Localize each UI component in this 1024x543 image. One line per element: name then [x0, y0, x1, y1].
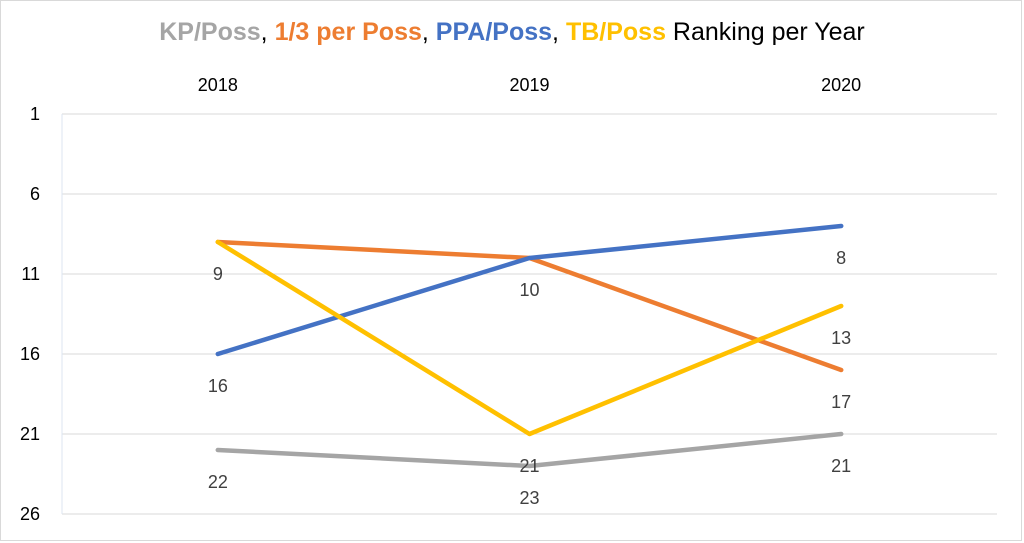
y-tick-label: 26: [20, 504, 40, 524]
y-tick-label: 6: [30, 184, 40, 204]
x-tick-label: 2019: [509, 75, 549, 95]
series-line-2: [215, 239, 844, 373]
y-tick-label: 16: [20, 344, 40, 364]
data-label: 9: [213, 264, 223, 284]
data-label: 16: [208, 376, 228, 396]
chart-title-part: Ranking per Year: [665, 18, 865, 46]
data-label: 22: [208, 472, 228, 492]
x-tick-label: 2018: [198, 75, 238, 95]
data-point: [839, 224, 844, 228]
data-label: 21: [519, 456, 539, 476]
chart-title: KP/Poss, 1/3 per Poss, PPA/Poss, TB/Poss…: [0, 18, 1024, 47]
chart-title-part: ,: [421, 18, 436, 46]
x-tick-label: 2020: [821, 75, 861, 95]
data-point: [527, 464, 532, 468]
chart-title-part: PPA/Poss: [435, 18, 553, 46]
chart-title-part: TB/Poss: [565, 18, 666, 46]
data-label: 17: [831, 392, 851, 412]
data-label: 21: [831, 456, 851, 476]
data-point: [839, 432, 844, 436]
data-point: [839, 368, 844, 372]
data-label: 10: [519, 280, 539, 300]
data-label: 23: [519, 488, 539, 508]
data-point: [527, 256, 532, 260]
chart-title-part: ,: [552, 18, 566, 46]
chart-title-part: 1/3 per Poss: [274, 18, 422, 46]
chart-title-part: KP/Poss: [159, 18, 261, 46]
y-tick-label: 11: [21, 264, 40, 284]
data-label: 8: [836, 248, 846, 268]
data-point: [839, 304, 844, 308]
data-point: [527, 432, 532, 436]
data-point: [215, 240, 220, 244]
chart-title-part: ,: [260, 18, 275, 46]
data-point: [215, 352, 220, 356]
y-tick-label: 21: [20, 424, 40, 444]
data-label: 13: [831, 328, 851, 348]
data-point: [215, 448, 220, 452]
y-tick-label: 1: [30, 104, 40, 124]
